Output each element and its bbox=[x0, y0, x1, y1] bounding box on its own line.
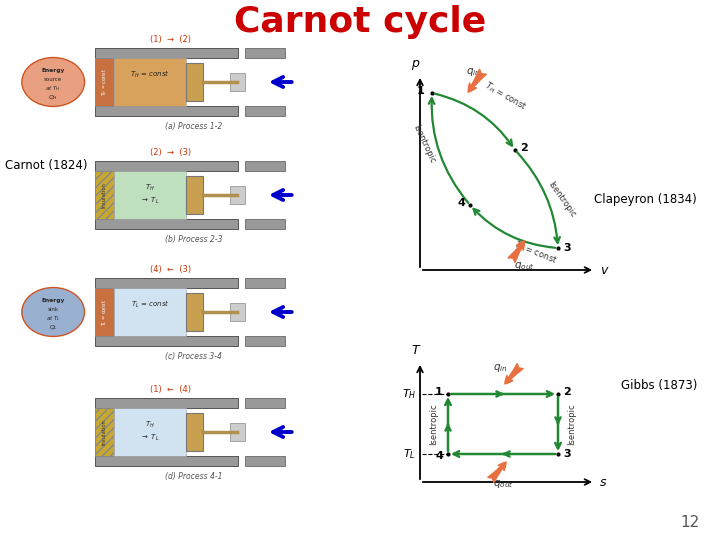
Text: (4)  ←  (3): (4) ← (3) bbox=[150, 265, 192, 274]
Text: $\rightarrow$ $T_L$: $\rightarrow$ $T_L$ bbox=[140, 196, 160, 206]
Bar bbox=[95, 456, 238, 466]
Text: (2)  →  (3): (2) → (3) bbox=[150, 148, 192, 157]
Text: Carnot (1824): Carnot (1824) bbox=[5, 159, 88, 172]
Text: $T_H$: $T_H$ bbox=[145, 420, 155, 430]
Bar bbox=[95, 408, 114, 456]
Bar bbox=[186, 63, 203, 100]
Text: $q_{in}$: $q_{in}$ bbox=[466, 65, 481, 78]
Text: 4: 4 bbox=[457, 198, 465, 208]
Bar bbox=[245, 456, 285, 466]
Text: $T_L$ = const: $T_L$ = const bbox=[512, 239, 559, 267]
Bar bbox=[95, 171, 114, 219]
Text: $T_H$ = const: $T_H$ = const bbox=[130, 69, 170, 80]
Text: 3: 3 bbox=[563, 243, 571, 253]
Text: $\rightarrow$ $T_L$: $\rightarrow$ $T_L$ bbox=[140, 433, 160, 443]
Text: Gibbs (1873): Gibbs (1873) bbox=[621, 379, 697, 392]
Text: $q_{out}$: $q_{out}$ bbox=[492, 478, 513, 490]
Bar bbox=[114, 171, 186, 219]
Bar bbox=[245, 161, 285, 171]
Bar bbox=[95, 336, 238, 346]
Bar bbox=[186, 177, 203, 214]
Text: $T_L$: $T_L$ bbox=[403, 447, 416, 461]
Text: 3: 3 bbox=[563, 449, 571, 459]
Text: $T_L$ = const: $T_L$ = const bbox=[100, 298, 109, 326]
Text: s: s bbox=[600, 476, 606, 489]
Text: 1: 1 bbox=[434, 387, 442, 397]
Text: Insulation: Insulation bbox=[102, 182, 107, 208]
Bar bbox=[230, 303, 245, 321]
Text: v: v bbox=[600, 264, 608, 276]
Text: Energy: Energy bbox=[42, 68, 65, 73]
Text: (b) Process 2-3: (b) Process 2-3 bbox=[165, 235, 222, 244]
Bar bbox=[230, 73, 245, 91]
Text: Isentropic: Isentropic bbox=[430, 403, 438, 445]
Bar bbox=[95, 398, 238, 408]
Text: 4: 4 bbox=[435, 451, 443, 461]
Bar bbox=[186, 293, 203, 330]
Text: $T_H$: $T_H$ bbox=[145, 183, 155, 193]
Text: Isentropic: Isentropic bbox=[546, 179, 577, 219]
Text: source: source bbox=[44, 77, 63, 82]
Text: $T_L$ = const: $T_L$ = const bbox=[131, 299, 169, 310]
Text: 2: 2 bbox=[520, 143, 528, 153]
Bar bbox=[114, 287, 186, 336]
Bar bbox=[230, 423, 245, 441]
Bar bbox=[95, 219, 238, 229]
Bar bbox=[95, 58, 114, 106]
Text: (c) Process 3-4: (c) Process 3-4 bbox=[166, 352, 222, 361]
Text: $q_{in}$: $q_{in}$ bbox=[492, 362, 508, 374]
Text: (1)  ←  (4): (1) ← (4) bbox=[150, 385, 192, 394]
Text: $Q_H$: $Q_H$ bbox=[48, 93, 58, 102]
Text: $q_{out}$: $q_{out}$ bbox=[513, 260, 534, 273]
Bar bbox=[95, 278, 238, 287]
Text: 1: 1 bbox=[416, 86, 424, 96]
Bar bbox=[245, 336, 285, 346]
Text: 2: 2 bbox=[563, 387, 571, 397]
Text: Carnot cycle: Carnot cycle bbox=[234, 5, 486, 39]
Text: at $T_L$: at $T_L$ bbox=[46, 314, 60, 323]
Text: Isentropic: Isentropic bbox=[411, 123, 437, 165]
Text: sink: sink bbox=[48, 307, 59, 312]
Bar bbox=[245, 48, 285, 58]
Bar bbox=[95, 287, 114, 336]
Bar bbox=[245, 278, 285, 287]
Ellipse shape bbox=[22, 58, 84, 106]
Text: $T_H$ = const: $T_H$ = const bbox=[100, 68, 109, 96]
Bar bbox=[95, 48, 238, 58]
Text: (a) Process 1-2: (a) Process 1-2 bbox=[165, 122, 222, 131]
Text: Isentropic: Isentropic bbox=[567, 403, 577, 445]
Text: (d) Process 4-1: (d) Process 4-1 bbox=[165, 472, 222, 481]
Text: p: p bbox=[411, 57, 419, 70]
Ellipse shape bbox=[22, 287, 84, 336]
Text: Insulation: Insulation bbox=[102, 419, 107, 445]
Text: Clapeyron (1834): Clapeyron (1834) bbox=[594, 193, 697, 206]
Bar bbox=[230, 186, 245, 204]
Bar bbox=[186, 414, 203, 450]
Text: at $T_H$: at $T_H$ bbox=[45, 84, 61, 93]
Bar bbox=[245, 398, 285, 408]
Text: $T_H$: $T_H$ bbox=[402, 387, 416, 401]
Bar bbox=[95, 161, 238, 171]
Text: $Q_L$: $Q_L$ bbox=[49, 323, 58, 332]
Text: Energy: Energy bbox=[42, 298, 65, 303]
Bar bbox=[245, 219, 285, 229]
Text: $T_H$ = const: $T_H$ = const bbox=[482, 79, 528, 113]
Bar bbox=[245, 106, 285, 116]
Bar bbox=[95, 106, 238, 116]
Bar bbox=[114, 58, 186, 106]
Bar bbox=[114, 408, 186, 456]
Text: (1)  →  (2): (1) → (2) bbox=[150, 35, 192, 44]
Text: T: T bbox=[411, 344, 419, 357]
Text: 12: 12 bbox=[680, 515, 700, 530]
